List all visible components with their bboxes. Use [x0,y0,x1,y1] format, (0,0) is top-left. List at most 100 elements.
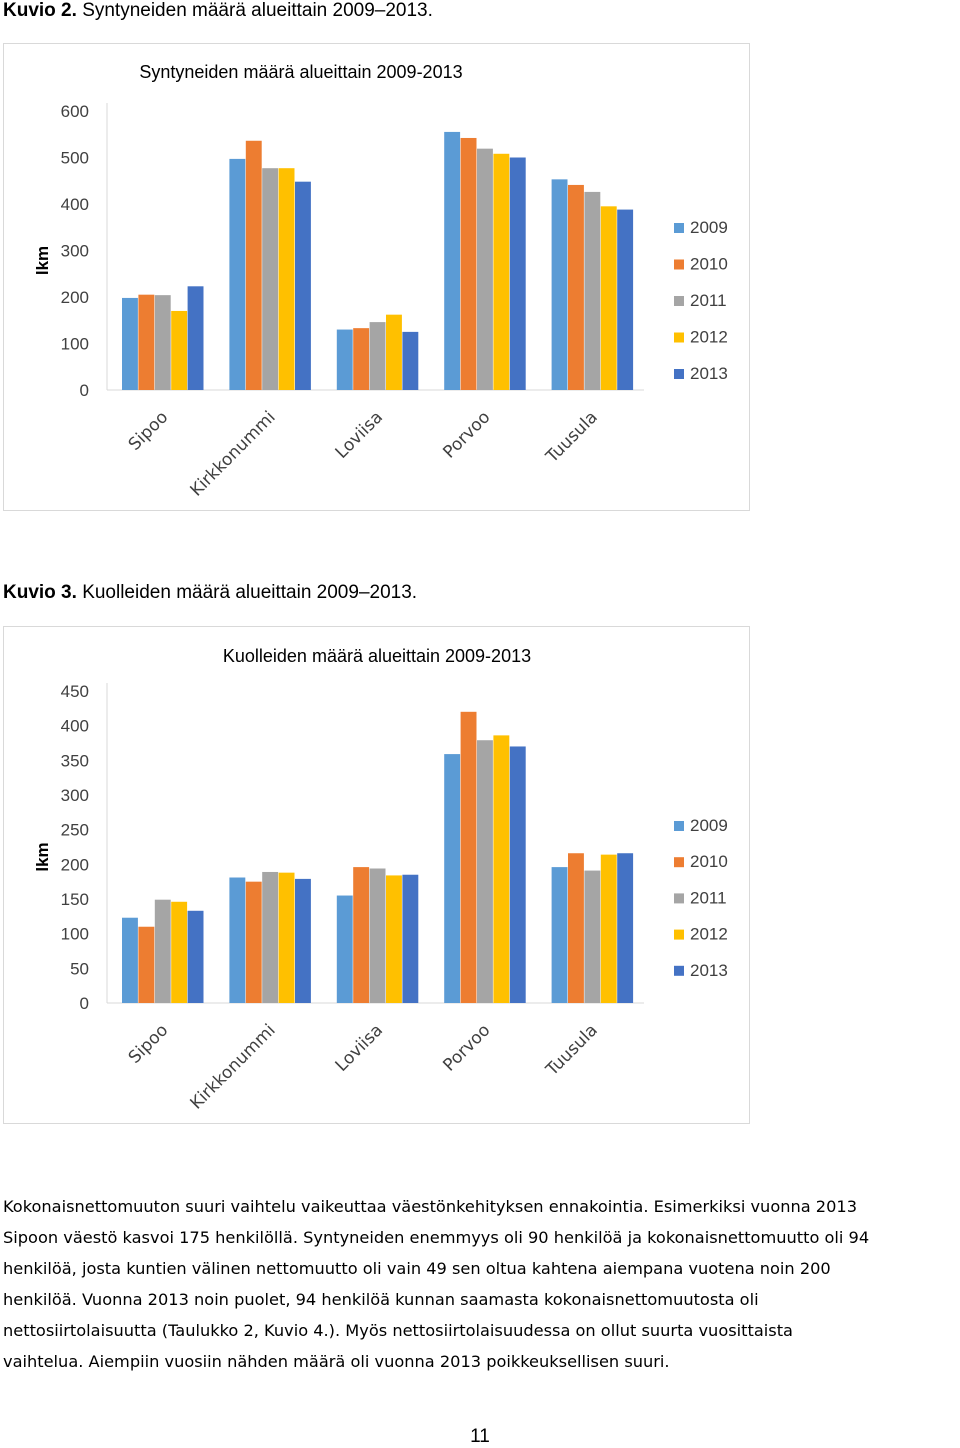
y-tick-label: 200 [61,288,89,307]
category-label: Loviisa [332,1020,387,1075]
figure2-caption-label: Kuvio 2. [3,0,77,21]
bar-2012-loviisa [386,314,402,390]
y-axis-label: lkm [33,246,52,275]
y-tick-label: 0 [80,381,89,400]
bar-2012-tuusula [600,206,617,390]
paragraph-line: Sipoon väestö kasvoi 175 henkilöllä. Syn… [3,1228,870,1247]
bar-2011-tuusula [584,191,601,390]
bar-2010-porvoo [460,711,477,1003]
legend-label-2009: 2009 [690,218,728,237]
legend-label-2011: 2011 [690,291,727,310]
legend-swatch-2011 [674,893,684,904]
bar-2012-porvoo [493,735,510,1003]
bar-2012-sipoo [171,901,188,1003]
paragraph-line: vaihtelua. Aiempiin vuosiin nähden määrä… [3,1352,670,1371]
y-tick-label: 100 [61,335,89,354]
y-tick-label: 50 [70,959,89,978]
y-tick-label: 400 [61,195,89,214]
bar-2009-loviisa [336,895,353,1003]
y-tick-label: 0 [80,994,89,1013]
bar-2011-kirkkonummi [262,871,279,1003]
bar-2013-loviisa [402,874,419,1003]
y-tick-label: 350 [61,751,89,770]
figure3-caption-text: Kuolleiden määrä alueittain 2009–2013. [82,582,418,603]
bar-2012-kirkkonummi [278,872,295,1003]
y-tick-label: 500 [61,149,89,168]
bar-2013-porvoo [509,157,526,390]
bar-2010-tuusula [568,853,584,1003]
legend-label-2009: 2009 [690,816,728,835]
bar-2011-kirkkonummi [262,168,279,390]
bar-2009-sipoo [122,297,138,390]
bar-2010-sipoo [138,294,155,390]
legend-label-2013: 2013 [690,961,728,980]
bar-2010-porvoo [460,137,477,390]
category-label: Porvoo [439,1020,494,1075]
legend-label-2010: 2010 [690,255,728,274]
bar-2009-kirkkonummi [229,158,246,390]
bar-2009-sipoo [122,917,138,1003]
bar-2013-tuusula [617,853,634,1003]
figure2-caption: Kuvio 2. Syntyneiden määrä alueittain 20… [3,0,433,22]
legend-swatch-2013 [674,369,684,379]
bar-2009-porvoo [444,754,461,1003]
legend-swatch-2011 [674,296,684,306]
chart-title: Kuolleiden määrä alueittain 2009-2013 [223,646,531,666]
legend-swatch-2012 [674,332,684,343]
figure3-caption-label: Kuvio 3. [3,582,77,603]
y-tick-label: 200 [61,855,89,874]
bar-2009-tuusula [551,179,568,390]
bar-2013-sipoo [187,910,204,1003]
bar-2010-kirkkonummi [245,140,262,390]
bar-2013-sipoo [187,286,204,390]
bar-2011-sipoo [154,295,171,390]
legend-label-2010: 2010 [690,852,728,871]
legend-label-2012: 2012 [690,328,728,347]
bar-2010-sipoo [138,926,155,1003]
births-chart: Syntyneiden määrä alueittain 2009-2013 lk… [3,43,750,511]
legend-label-2011: 2011 [690,888,727,907]
deaths-chart-svg: Kuolleiden määrä alueittain 2009-2013 lkm… [33,646,728,1114]
chart-title: Syntyneiden määrä alueittain 2009-2013 [139,62,462,82]
paragraph-line: nettosiirtolaisuutta (Taulukko 2, Kuvio … [3,1321,793,1340]
bar-2012-sipoo [171,310,188,390]
bar-2013-loviisa [402,331,419,390]
bar-2012-porvoo [493,153,510,390]
bar-2012-tuusula [600,854,617,1003]
page-number: 11 [470,1426,490,1447]
paragraph-line: Kokonaisnettomuuton suuri vaihtelu vaike… [3,1197,857,1216]
bar-2010-kirkkonummi [245,881,262,1003]
bar-2013-tuusula [617,209,634,390]
y-tick-label: 250 [61,821,89,840]
legend-label-2012: 2012 [690,925,728,944]
y-tick-label: 400 [61,717,89,736]
legend-swatch-2009 [674,821,684,831]
bar-2013-kirkkonummi [295,878,311,1003]
legend-swatch-2010 [674,259,684,270]
bar-2011-porvoo [477,148,493,390]
bar-2011-tuusula [584,870,601,1003]
category-label: Kirkkonummi [186,407,279,500]
category-label: Tuusula [542,1020,602,1080]
bar-2012-kirkkonummi [278,168,295,390]
bar-2009-loviisa [336,329,353,390]
body-paragraph: Kokonaisnettomuuton suuri vaihtelu vaike… [3,1191,958,1377]
bar-2013-porvoo [509,746,526,1003]
bar-2010-loviisa [353,867,370,1003]
category-label: Loviisa [332,407,387,462]
bar-2009-porvoo [444,131,461,391]
bar-2013-kirkkonummi [295,181,311,390]
bar-2009-tuusula [551,867,568,1003]
bar-2012-loviisa [386,875,402,1003]
figure3-caption: Kuvio 3. Kuolleiden määrä alueittain 200… [3,582,417,604]
bar-2011-porvoo [477,740,493,1003]
bar-2011-sipoo [154,899,171,1003]
bar-2010-tuusula [568,184,584,390]
legend-swatch-2012 [674,929,684,940]
bar-2011-loviisa [369,322,386,390]
legend-label-2013: 2013 [690,364,728,383]
y-tick-label: 300 [61,786,89,805]
y-axis-label: lkm [33,842,52,871]
bar-2011-loviisa [369,868,386,1003]
y-tick-label: 150 [61,890,89,909]
